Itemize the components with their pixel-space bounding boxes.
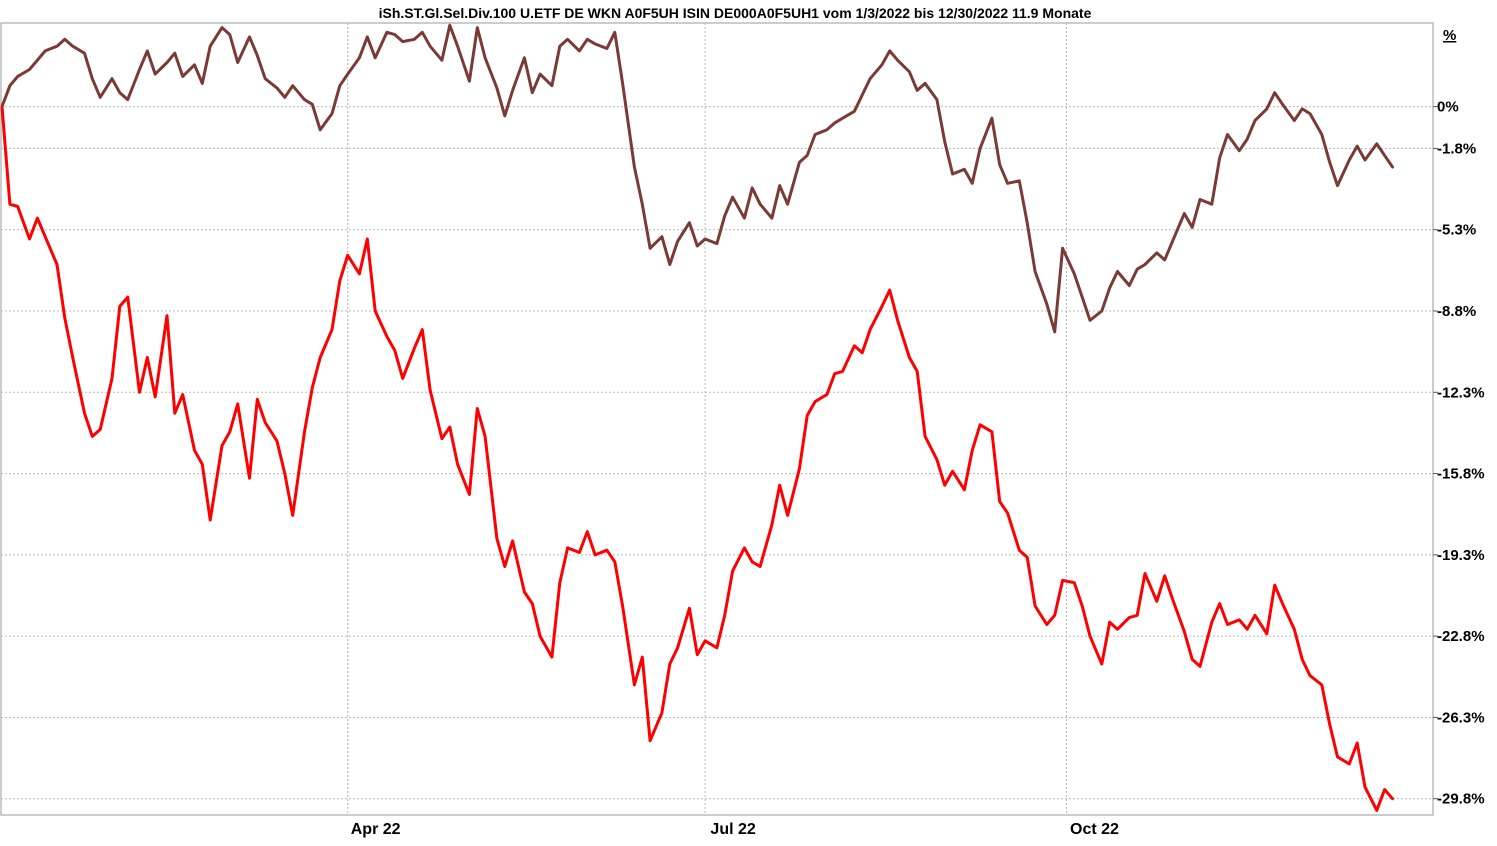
series-line-1 xyxy=(0,23,1394,334)
y-tick-label: -1.8% xyxy=(1437,140,1476,157)
y-tick-label: -29.8% xyxy=(1437,791,1485,808)
grid-lines xyxy=(1,23,1433,815)
series-line-2 xyxy=(0,105,1394,812)
y-tick-label: -19.3% xyxy=(1437,547,1485,564)
y-tick-label: -8.8% xyxy=(1437,303,1476,320)
y-unit-label: % xyxy=(1443,27,1456,44)
y-tick-label: 0% xyxy=(1437,99,1459,116)
y-tick-label: -5.3% xyxy=(1437,222,1476,239)
x-tick-label: Apr 22 xyxy=(351,821,401,838)
x-tick-label: Oct 22 xyxy=(1070,821,1119,838)
chart-title: iSh.ST.Gl.Sel.Div.100 U.ETF DE WKN A0F5U… xyxy=(379,5,1092,21)
y-axis-ticks: 0% -1.8% -5.3% -8.8% -12.3% -15.8% -19.3% -22.8… xyxy=(1433,99,1485,808)
series-lines xyxy=(0,23,1394,812)
y-tick-label: -26.3% xyxy=(1437,709,1485,726)
y-tick-label: -12.3% xyxy=(1437,384,1485,401)
y-tick-label: -15.8% xyxy=(1437,466,1485,483)
plot-area-frame xyxy=(0,22,1434,816)
x-axis-ticks: Apr 22 Jul 22 Oct 22 xyxy=(351,821,1119,838)
y-tick-label: -22.8% xyxy=(1437,628,1485,645)
x-tick-label: Jul 22 xyxy=(710,821,755,838)
